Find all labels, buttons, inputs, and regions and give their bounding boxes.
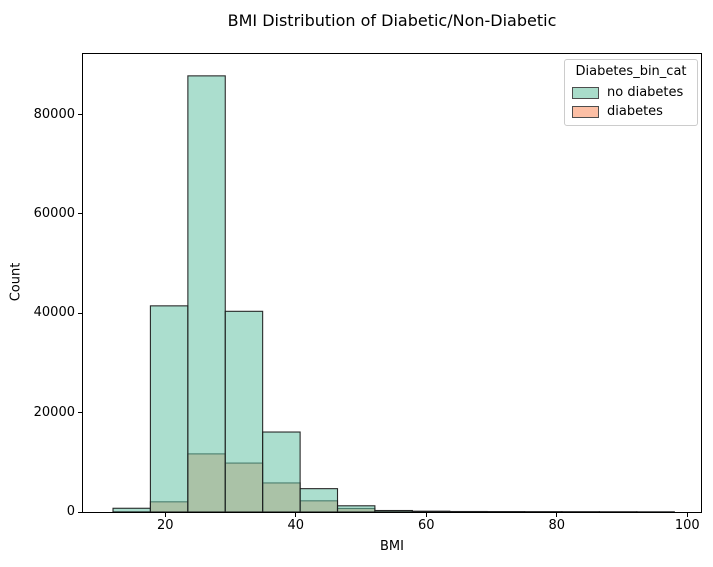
- hist-bar-no-diabetes: [262, 431, 301, 512]
- y-tick-label: 80000: [33, 106, 75, 122]
- x-tick-mark: [295, 513, 297, 517]
- legend-swatch-diabetes: [572, 105, 599, 118]
- legend-title: Diabetes_bin_cat: [575, 64, 687, 79]
- histogram-svg: [112, 75, 675, 512]
- legend-label-diabetes: diabetes: [607, 104, 663, 119]
- x-tick-label: 80: [548, 518, 566, 533]
- x-tick-label: 60: [417, 518, 435, 533]
- hist-bar-no-diabetes: [224, 310, 264, 512]
- y-tick-mark: [78, 312, 82, 314]
- x-tick-label: 20: [156, 518, 174, 533]
- x-tick-mark: [556, 513, 558, 517]
- legend-label-no-diabetes: no diabetes: [607, 85, 684, 100]
- y-tick-label: 40000: [33, 305, 75, 321]
- y-tick-label: 0: [66, 504, 75, 519]
- y-axis-label: Count: [8, 262, 24, 302]
- x-tick-mark: [164, 513, 166, 517]
- x-tick-mark: [686, 513, 688, 517]
- plot-area: [82, 53, 702, 513]
- y-tick-mark: [78, 511, 82, 513]
- y-tick-label: 60000: [33, 205, 75, 221]
- x-tick-label: 40: [287, 518, 305, 533]
- y-tick-mark: [78, 412, 82, 414]
- y-tick-mark: [78, 114, 82, 116]
- legend-entry-no-diabetes: no diabetes: [572, 85, 690, 100]
- hist-bar-no-diabetes: [411, 510, 451, 512]
- legend-entry-diabetes: diabetes: [572, 104, 690, 119]
- hist-bar-no-diabetes: [187, 75, 226, 512]
- x-tick-mark: [425, 513, 427, 517]
- hist-bar-no-diabetes: [149, 305, 189, 512]
- legend: Diabetes_bin_cat no diabetes diabetes: [564, 59, 698, 126]
- legend-swatch-no-diabetes: [572, 86, 599, 99]
- hist-bar-no-diabetes: [112, 507, 151, 512]
- hist-bar-no-diabetes: [336, 505, 376, 512]
- hist-bar-no-diabetes: [374, 509, 413, 512]
- x-tick-label: 100: [674, 518, 700, 533]
- y-tick-mark: [78, 213, 82, 215]
- hist-bar-no-diabetes: [299, 488, 339, 512]
- chart-title: BMI Distribution of Diabetic/Non-Diabeti…: [227, 11, 557, 30]
- hist-bar-no-diabetes: [449, 510, 488, 512]
- x-axis-label: BMI: [380, 539, 404, 554]
- y-tick-label: 20000: [33, 404, 75, 420]
